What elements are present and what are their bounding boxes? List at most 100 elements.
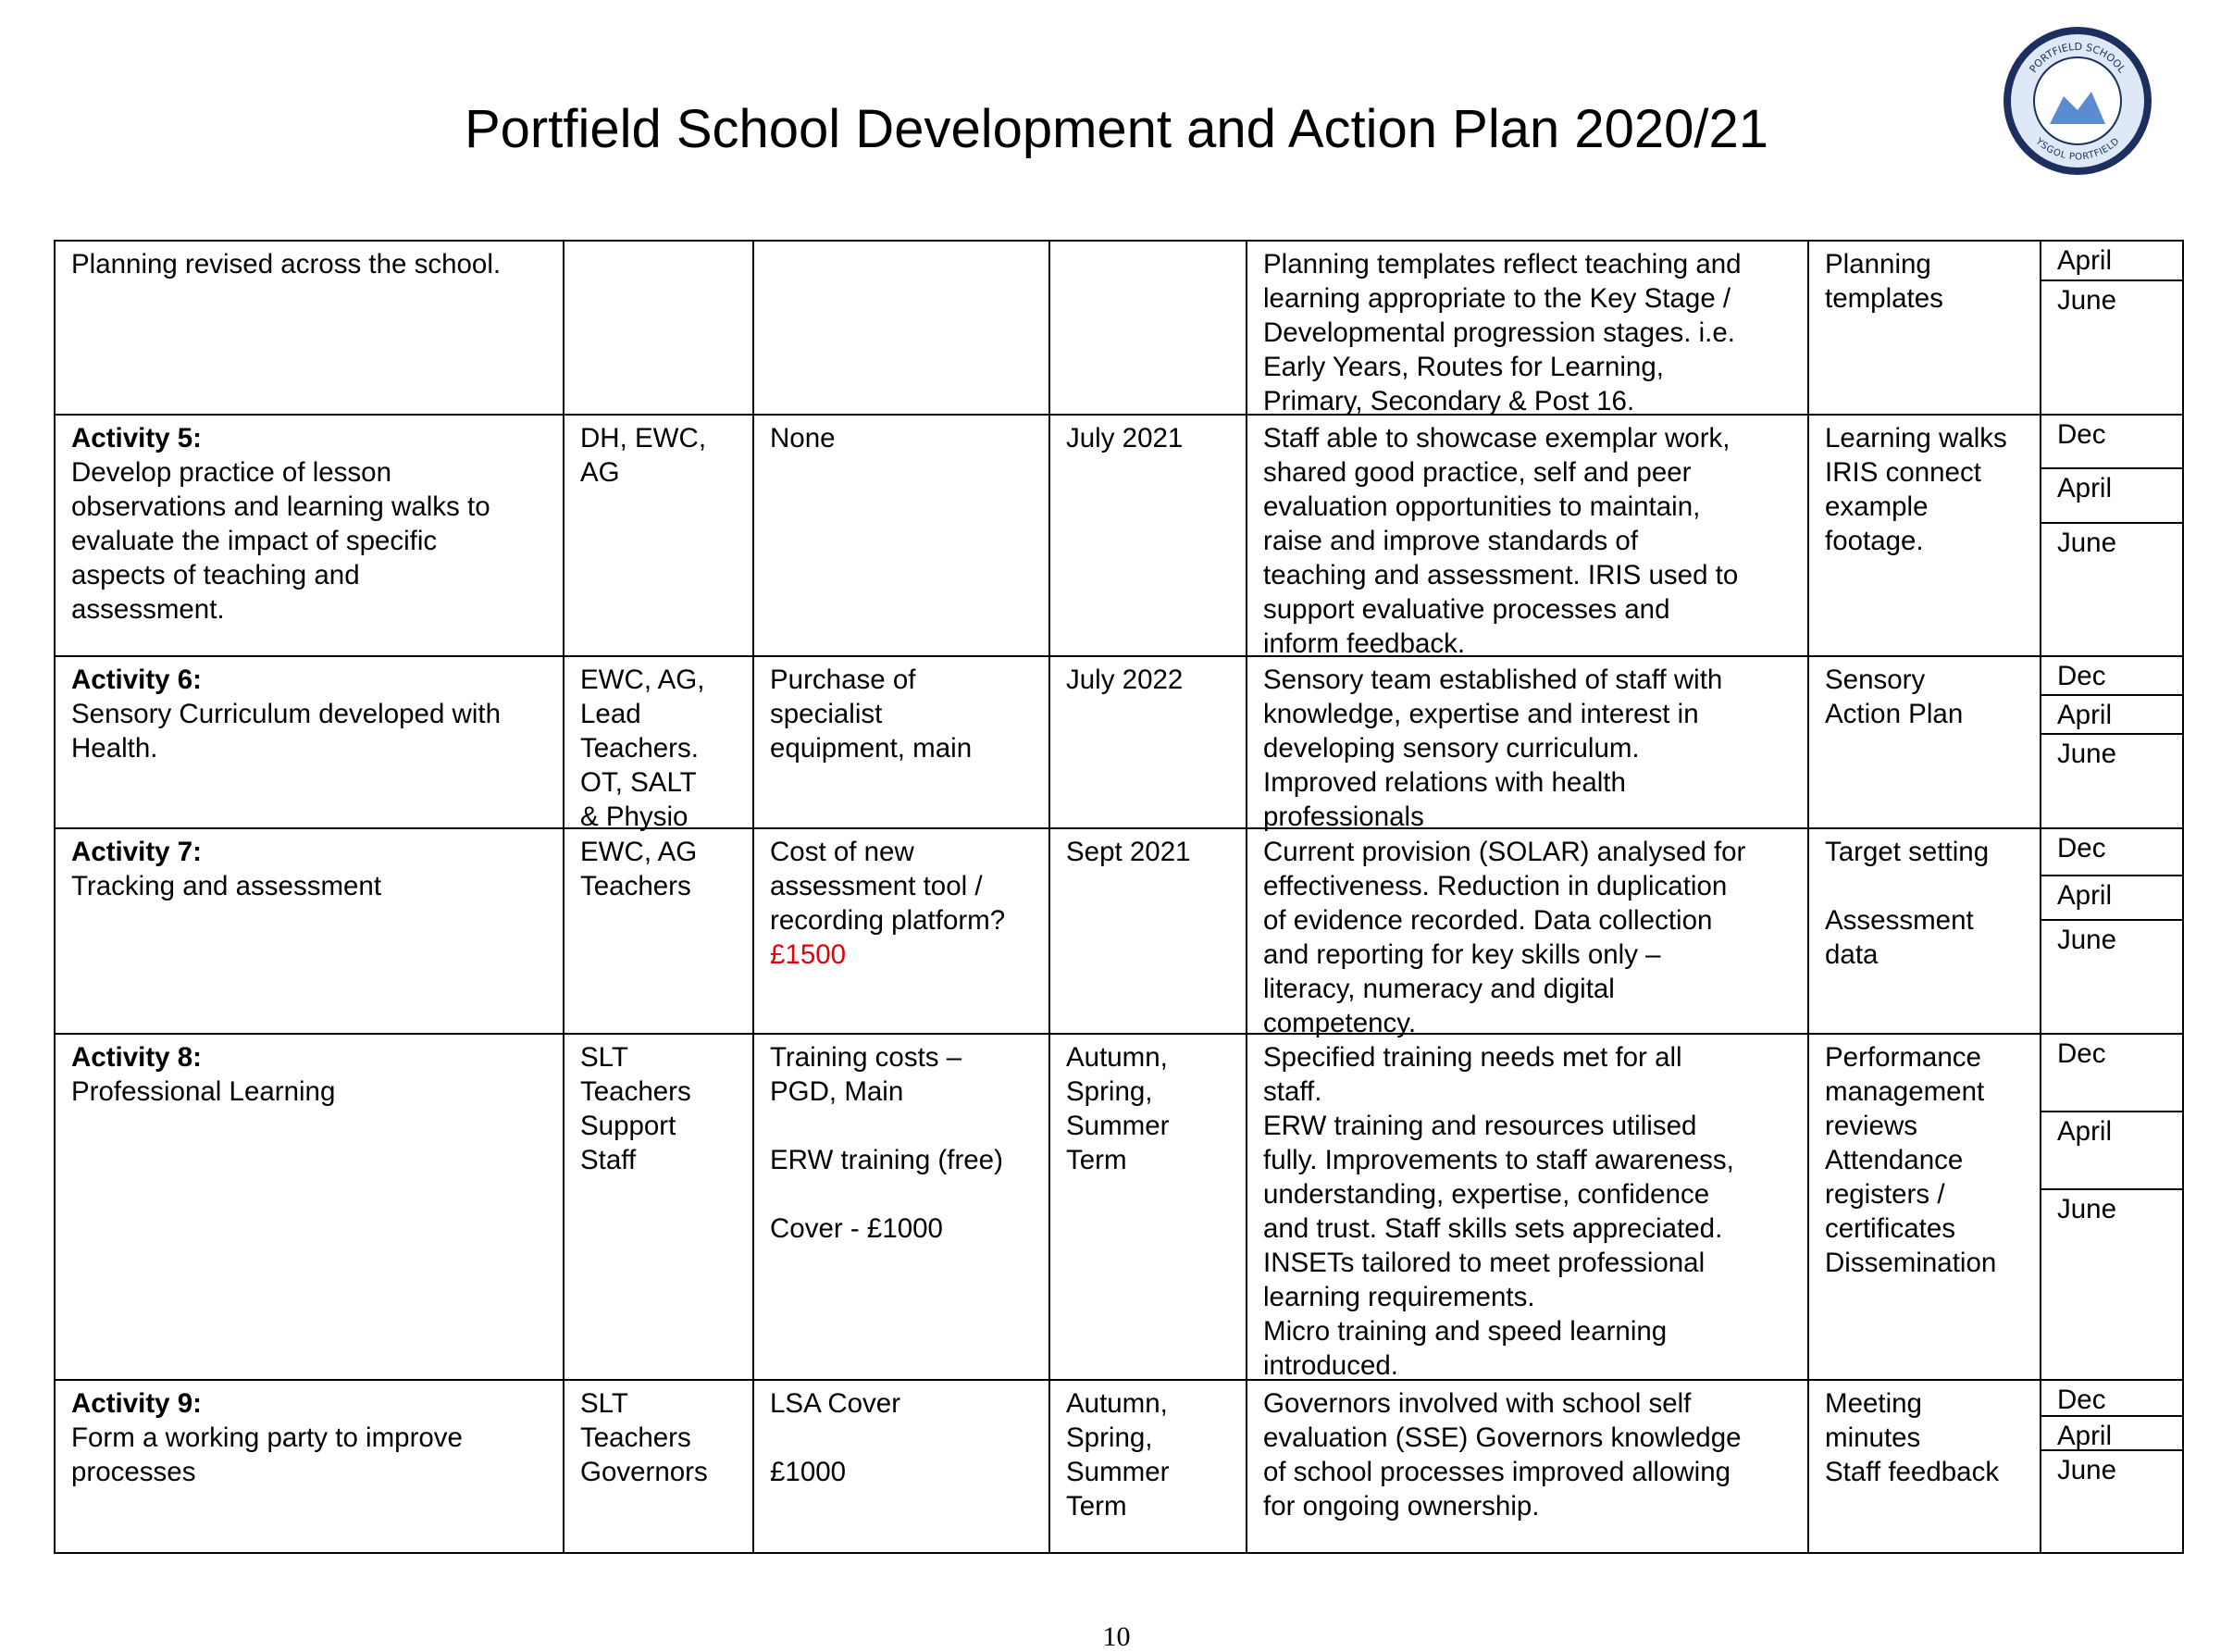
resources-text: PGD, Main [770, 1076, 904, 1107]
success-paragraph: Specified training needs met for all staf… [1263, 1040, 1807, 1383]
success-text: Sensory team established of staff with [1263, 665, 1723, 695]
resources-paragraph: LSA Cover [770, 1386, 1048, 1421]
page-title: Portfield School Development and Action … [464, 99, 1769, 159]
resources-text: assessment tool / [770, 871, 983, 901]
success-cell: Specified training needs met for all staf… [1247, 1035, 1809, 1381]
month-box: April [2041, 1417, 2182, 1451]
activity-text: Health. [71, 733, 158, 764]
who-cell: EWC, AG Teachers [564, 829, 754, 1035]
month-box: June [2057, 1194, 2116, 1224]
success-cell: Sensory team established of staff with kn… [1247, 657, 1809, 832]
months-cell: Dec April June [2041, 1035, 2184, 1381]
activity-cell: Activity 6: Sensory Curriculum developed … [56, 657, 564, 829]
monitoring-text: Learning walks [1825, 423, 2007, 453]
success-text: Micro training and speed learning [1263, 1316, 1668, 1347]
success-text: effectiveness. Reduction in duplication [1263, 871, 1728, 901]
success-paragraph: Staff able to showcase exemplar work, sha… [1263, 421, 1807, 661]
success-text: evaluation (SSE) Governors knowledge [1263, 1422, 1742, 1453]
resources-text: None [770, 423, 836, 453]
resources-paragraph: Training costs – PGD, Main [770, 1040, 1048, 1109]
resources-text: Cover - £1000 [770, 1213, 943, 1244]
success-text: Staff able to showcase exemplar work, [1263, 423, 1731, 453]
monitoring-text: Target setting [1825, 837, 1990, 867]
success-text: Early Years, Routes for Learning, [1263, 352, 1664, 382]
who-text: Teachers [580, 1076, 691, 1107]
who-cell: DH, EWC, AG [564, 416, 754, 657]
monitoring-text: Staff feedback [1825, 1457, 2000, 1487]
months-cell: Dec April June [2041, 1381, 2184, 1554]
success-text: of school processes improved allowing [1263, 1457, 1731, 1487]
activity-text: observations and learning walks to [71, 491, 490, 522]
success-text: and trust. Staff skills sets appreciated… [1263, 1213, 1723, 1244]
month-box: April [2041, 876, 2182, 921]
who-paragraph: EWC, AG Teachers [580, 835, 752, 903]
monitoring-cell: Meeting minutes Staff feedback [1809, 1381, 2041, 1554]
monitoring-text: management [1825, 1076, 1985, 1107]
who-text: Staff [580, 1145, 637, 1175]
success-text: Governors involved with school self [1263, 1388, 1692, 1419]
success-text: fully. Improvements to staff awareness, [1263, 1145, 1734, 1175]
action-plan-table: Planning revised across the school. Plann… [54, 240, 2184, 1554]
success-text: Current provision (SOLAR) analysed for [1263, 837, 1746, 867]
who-text: Support [580, 1111, 676, 1141]
resources-paragraph: None [770, 421, 1048, 455]
resources-text: specialist [770, 699, 883, 729]
month-box: June [2057, 528, 2116, 558]
timescale-text: July 2022 [1066, 665, 1184, 695]
who-paragraph: SLT Teachers Support Staff [580, 1040, 752, 1177]
success-paragraph: Current provision (SOLAR) analysed for ef… [1263, 835, 1807, 1040]
monitoring-text: Meeting [1825, 1388, 1922, 1419]
timescale-text: Spring, [1066, 1422, 1153, 1453]
who-text: Governors [580, 1457, 708, 1487]
activity-label: Activity 8: [71, 1042, 202, 1073]
resources-text: Purchase of [770, 665, 916, 695]
timescale-paragraph: Autumn, Spring, Summer Term [1066, 1386, 1246, 1523]
success-text: inform feedback. [1263, 628, 1466, 659]
activity-text: Planning revised across the school. [71, 249, 502, 279]
month-box: Dec [2041, 416, 2182, 469]
activity-cell: Activity 9: Form a working party to impro… [56, 1381, 564, 1554]
activity-text: Tracking and assessment [71, 871, 382, 901]
month-box: April [2041, 1112, 2182, 1190]
activity-text: evaluate the impact of specific [71, 526, 438, 556]
monitoring-text: Assessment [1825, 905, 1974, 936]
resources-paragraph: Cover - £1000 [770, 1211, 1048, 1246]
who-text: & Physio [580, 801, 689, 832]
monitoring-cell: Planning templates [1809, 242, 2041, 416]
who-cell [564, 242, 754, 416]
month-box: April [2041, 242, 2182, 281]
resources-paragraph: Purchase of specialist equipment, main [770, 663, 1048, 765]
monitoring-paragraph: Learning walks IRIS connect example footage… [1825, 421, 2040, 558]
who-paragraph: EWC, AG, Lead Teachers. OT, SALT & Physio [580, 663, 752, 834]
monitoring-paragraph: Sensory Action Plan [1825, 663, 2040, 731]
timescale-text: Autumn, [1066, 1388, 1168, 1419]
success-text: Improved relations with health [1263, 767, 1626, 798]
success-cell: Governors involved with school self evalu… [1247, 1381, 1809, 1554]
activity-cell: Planning revised across the school. [56, 242, 564, 416]
monitoring-cell: Target setting Assessment data [1809, 829, 2041, 1035]
activity-label: Activity 6: [71, 665, 202, 695]
activity-label: Activity 9: [71, 1388, 202, 1419]
who-text: OT, SALT [580, 767, 697, 798]
success-cell: Current provision (SOLAR) analysed for ef… [1247, 829, 1809, 1038]
timescale-cell [1050, 242, 1247, 416]
activity-text: Sensory Curriculum developed with [71, 699, 502, 729]
activity-cell: Activity 5: Develop practice of lesson obs… [56, 416, 564, 657]
who-text: Teachers [580, 1422, 691, 1453]
timescale-cell: July 2021 [1050, 416, 1247, 657]
monitoring-text: registers / [1825, 1179, 1945, 1210]
resources-text: LSA Cover [770, 1388, 901, 1419]
timescale-text: Autumn, [1066, 1042, 1168, 1073]
who-cell: SLT Teachers Governors [564, 1381, 754, 1554]
months-cell: Dec April June [2041, 416, 2184, 657]
activity-text: assessment. [71, 594, 225, 625]
activity-label: Activity 5: [71, 423, 202, 453]
monitoring-cell: Learning walks IRIS connect example footage… [1809, 416, 2041, 657]
resources-text: £1500 [770, 939, 847, 970]
success-text: support evaluative processes and [1263, 594, 1670, 625]
monitoring-text: data [1825, 939, 1879, 970]
success-cell: Planning templates reflect teaching and l… [1247, 242, 1809, 416]
monitoring-paragraph: Target setting [1825, 835, 2040, 869]
activity-cell: Activity 8: Professional Learning [56, 1035, 564, 1381]
